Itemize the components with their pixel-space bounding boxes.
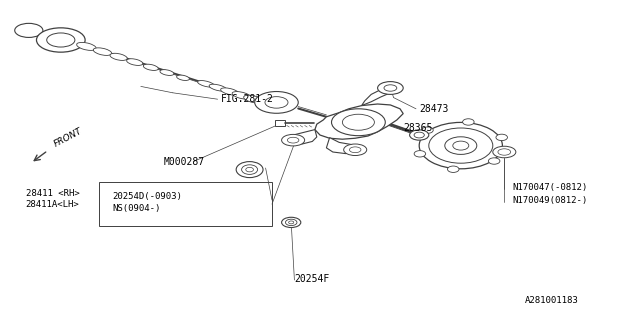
Text: N170049(0812-): N170049(0812-) — [512, 196, 588, 204]
Text: FIG.281-2: FIG.281-2 — [221, 94, 274, 104]
Ellipse shape — [488, 158, 500, 164]
Text: 28411 <RH>: 28411 <RH> — [26, 189, 79, 198]
Circle shape — [344, 144, 367, 156]
Ellipse shape — [244, 95, 263, 103]
Ellipse shape — [422, 127, 433, 133]
Ellipse shape — [236, 162, 263, 178]
Ellipse shape — [496, 134, 508, 140]
Ellipse shape — [453, 141, 468, 150]
Ellipse shape — [209, 84, 227, 91]
Text: M000287: M000287 — [163, 156, 204, 167]
Text: A281001183: A281001183 — [525, 296, 579, 305]
Ellipse shape — [419, 123, 502, 169]
Circle shape — [342, 114, 374, 130]
Ellipse shape — [160, 70, 174, 76]
Text: N170047(-0812): N170047(-0812) — [512, 183, 588, 192]
Ellipse shape — [93, 48, 112, 55]
Polygon shape — [315, 104, 403, 139]
Text: 28473: 28473 — [419, 104, 449, 114]
Circle shape — [15, 23, 43, 37]
Circle shape — [332, 109, 385, 136]
Circle shape — [282, 134, 305, 146]
Ellipse shape — [143, 64, 158, 70]
Circle shape — [287, 137, 299, 143]
Circle shape — [378, 82, 403, 94]
Ellipse shape — [282, 217, 301, 228]
Ellipse shape — [285, 219, 297, 226]
Ellipse shape — [429, 128, 493, 163]
Polygon shape — [291, 130, 317, 144]
Text: FRONT: FRONT — [52, 126, 84, 149]
Ellipse shape — [127, 59, 143, 65]
Ellipse shape — [110, 53, 127, 60]
Circle shape — [255, 92, 298, 113]
Circle shape — [384, 85, 397, 91]
Text: 20254D(-0903): 20254D(-0903) — [112, 192, 182, 201]
Text: 28411A<LH>: 28411A<LH> — [26, 200, 79, 209]
Ellipse shape — [414, 132, 424, 138]
Polygon shape — [362, 86, 394, 106]
Ellipse shape — [77, 43, 96, 50]
Circle shape — [47, 33, 75, 47]
Circle shape — [493, 146, 516, 158]
Polygon shape — [326, 138, 358, 154]
Bar — [99, 182, 272, 226]
Ellipse shape — [414, 151, 426, 157]
Circle shape — [498, 149, 511, 155]
Bar — [275, 120, 285, 126]
Circle shape — [349, 147, 361, 153]
Ellipse shape — [242, 165, 258, 174]
Ellipse shape — [447, 166, 459, 172]
Ellipse shape — [177, 75, 189, 80]
Ellipse shape — [198, 81, 214, 87]
Ellipse shape — [410, 130, 429, 140]
Text: NS(0904-): NS(0904-) — [112, 204, 161, 212]
Ellipse shape — [232, 92, 251, 99]
Ellipse shape — [445, 137, 477, 155]
Ellipse shape — [221, 88, 239, 95]
Circle shape — [36, 28, 85, 52]
Text: 28365: 28365 — [403, 123, 433, 133]
Circle shape — [265, 97, 288, 108]
Ellipse shape — [463, 119, 474, 125]
Ellipse shape — [246, 167, 253, 172]
Text: 20254F: 20254F — [294, 274, 330, 284]
Ellipse shape — [289, 221, 294, 224]
